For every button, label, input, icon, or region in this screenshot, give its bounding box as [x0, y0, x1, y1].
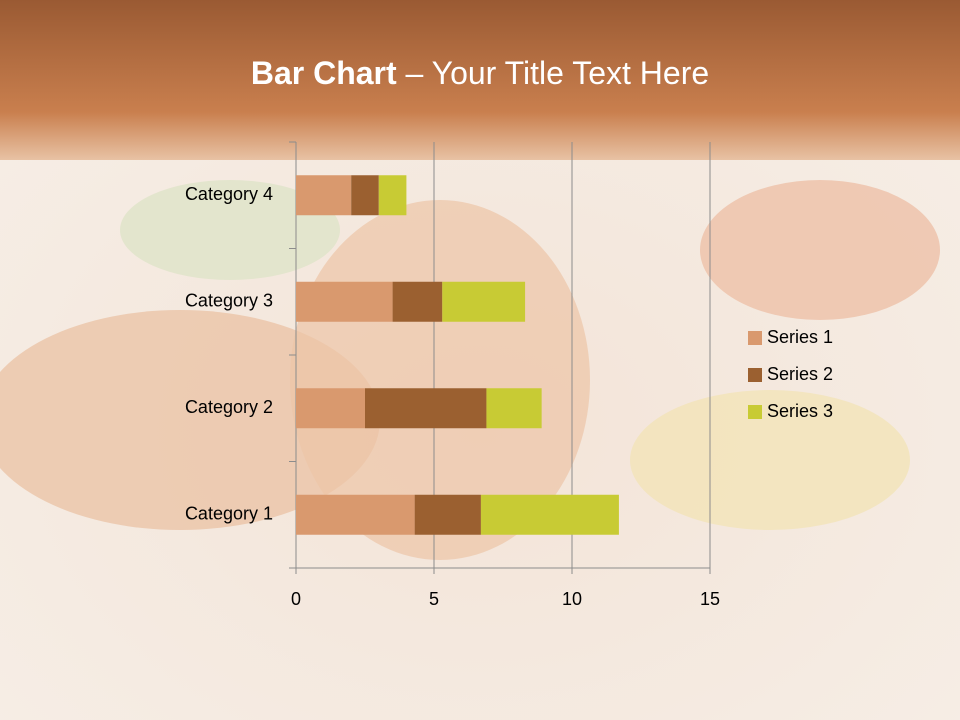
bar-segment — [486, 388, 542, 429]
title-bold: Bar Chart — [251, 55, 397, 91]
bar-segment — [296, 388, 365, 429]
bar-segment — [351, 175, 379, 216]
bar-segment — [296, 494, 415, 535]
title-text: – Your Title Text Here — [406, 55, 710, 91]
bg-food — [0, 310, 380, 530]
legend-label: Series 3 — [767, 401, 833, 421]
bar-segment — [296, 175, 352, 216]
y-tick-label: Category 1 — [185, 504, 273, 524]
bg-lemon — [630, 390, 910, 530]
bar-segment — [442, 281, 526, 322]
header — [0, 0, 960, 160]
legend-label: Series 1 — [767, 327, 833, 347]
bar-segment — [392, 281, 443, 322]
legend-swatch — [748, 405, 762, 419]
x-tick-label: 15 — [700, 589, 720, 609]
bar-segment — [365, 388, 487, 429]
bg-salad — [120, 180, 340, 280]
y-tick-label: Category 4 — [185, 184, 273, 204]
legend-label: Series 2 — [767, 364, 833, 384]
y-tick-label: Category 3 — [185, 291, 273, 311]
bar-segment — [296, 281, 393, 322]
bar-segment — [414, 494, 481, 535]
slide-title: Bar Chart – Your Title Text Here — [251, 55, 709, 91]
x-tick-label: 10 — [562, 589, 582, 609]
legend-swatch — [748, 368, 762, 382]
x-tick-label: 5 — [429, 589, 439, 609]
y-tick-label: Category 2 — [185, 397, 273, 417]
bg-tomato — [700, 180, 940, 320]
legend-swatch — [748, 331, 762, 345]
x-tick-label: 0 — [291, 589, 301, 609]
bar-segment — [480, 494, 619, 535]
bar-segment — [378, 175, 407, 216]
